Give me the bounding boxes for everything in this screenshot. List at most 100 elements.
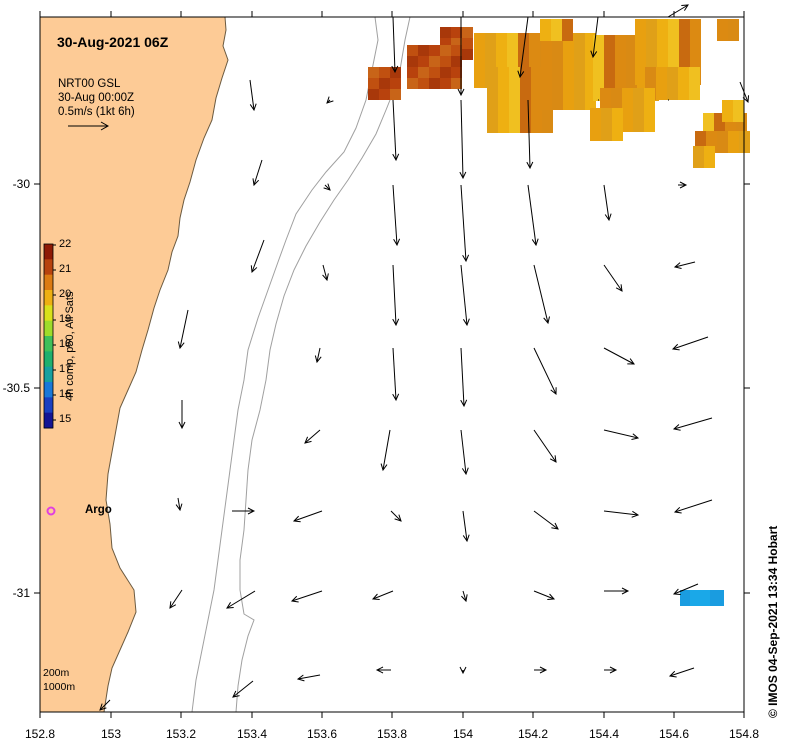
sst-pixel (462, 49, 473, 60)
sst-pixel (418, 78, 429, 89)
current-vector (462, 590, 467, 602)
sst-pixel (552, 44, 563, 55)
sst-pixel (690, 52, 701, 63)
current-vector-head (380, 463, 388, 472)
sst-pixel (657, 52, 668, 63)
sst-pixel (590, 119, 601, 130)
sst-pixel (626, 35, 637, 46)
sst-pixel (531, 100, 542, 111)
colorbar-label: 22 (59, 238, 72, 250)
current-vector (533, 347, 557, 395)
current-vector (462, 510, 468, 542)
colorbar-segment (44, 244, 53, 260)
sst-pixel (593, 90, 604, 101)
sst-pixel (462, 27, 473, 38)
current-vector (533, 510, 559, 530)
current-vector-head (672, 424, 681, 431)
colorbar-segment (44, 290, 53, 306)
current-vector (99, 699, 111, 711)
sst-pixel (615, 57, 626, 68)
sst-pixel (626, 57, 637, 68)
current-vector-head (226, 602, 234, 609)
sst-pixel (626, 46, 637, 57)
current-vector (533, 429, 557, 463)
current-vector-head (459, 171, 467, 180)
sst-pixel (390, 67, 401, 78)
x-tick-label: 154.8 (729, 727, 759, 741)
y-tick-label: -31 (13, 586, 31, 600)
current-vector-head (547, 593, 556, 601)
current-vector-head (326, 96, 334, 104)
sst-pixel (368, 67, 379, 78)
sst-pixel (585, 99, 596, 110)
sst-pixel (540, 30, 551, 41)
sst-pixel (635, 30, 646, 41)
sst-pixel (703, 124, 714, 135)
current-vector (460, 347, 465, 407)
sst-pixel (418, 56, 429, 67)
argo-label: Argo (85, 504, 112, 516)
current-vector (297, 674, 321, 680)
colorbar-border (43, 243, 54, 429)
current-vector-head (631, 510, 640, 518)
sst-pixel (725, 124, 736, 135)
current-vector (392, 264, 397, 326)
current-vector-head (539, 666, 548, 674)
current-vector-head (551, 522, 559, 530)
current-vector-head (550, 387, 557, 396)
current-vector-head (672, 588, 681, 595)
current-vector-head (314, 355, 322, 364)
sst-pixel (507, 55, 518, 66)
current-vector (324, 184, 331, 191)
sst-pixel (728, 131, 739, 142)
sst-pixel (529, 44, 540, 55)
current-vector-head (371, 593, 380, 601)
depth-label-200m: 200m (43, 667, 70, 679)
sst-pixel (474, 44, 485, 55)
sst-pixel (585, 44, 596, 55)
current-vector (293, 510, 323, 522)
current-vector-head (621, 587, 630, 595)
x-tick-label: 153 (101, 727, 121, 741)
sst-pixel (498, 78, 509, 89)
current-vector-head (742, 95, 750, 104)
sst-pixel (622, 121, 633, 132)
legend-text: NRT00 GSL 30-Aug 00:00Z 0.5m/s (1kt 6h) (58, 77, 135, 119)
sst-pixel (487, 67, 498, 78)
sst-pixel (722, 100, 733, 111)
sst-pixel (585, 55, 596, 66)
sst-pixel (612, 130, 623, 141)
depth-contour-200m (191, 16, 379, 713)
sst-pixel (612, 108, 623, 119)
sst-pixel (703, 113, 714, 124)
sst-pixel (728, 19, 739, 30)
colorbar-label: 15 (59, 413, 72, 425)
sst-pixel (474, 66, 485, 77)
current-vector (460, 429, 467, 475)
current-vector (291, 590, 323, 602)
sst-pixel (689, 89, 700, 100)
current-vector-head (178, 421, 186, 430)
sst-pixel (667, 67, 678, 78)
sst-pixel (487, 122, 498, 133)
current-vector-head (175, 503, 183, 512)
sst-pixel (604, 35, 615, 46)
sst-pixel (633, 88, 644, 99)
sst-pixel (529, 33, 540, 44)
sst-pixel (656, 67, 667, 78)
sst-pixel (615, 79, 626, 90)
current-vector-head (323, 183, 331, 191)
current-vector (372, 590, 394, 600)
sst-pixel (574, 88, 585, 99)
sst-pixel (656, 89, 667, 100)
sst-pixel (646, 52, 657, 63)
x-tick-label: 154.2 (518, 727, 548, 741)
sst-pixel (585, 77, 596, 88)
sst-pixel (407, 56, 418, 67)
current-vector-head (631, 433, 640, 441)
sst-pixel (509, 89, 520, 100)
sst-pixel (390, 78, 401, 89)
sst-pixel (563, 55, 574, 66)
current-vector (674, 261, 696, 268)
sst-pixel (668, 30, 679, 41)
